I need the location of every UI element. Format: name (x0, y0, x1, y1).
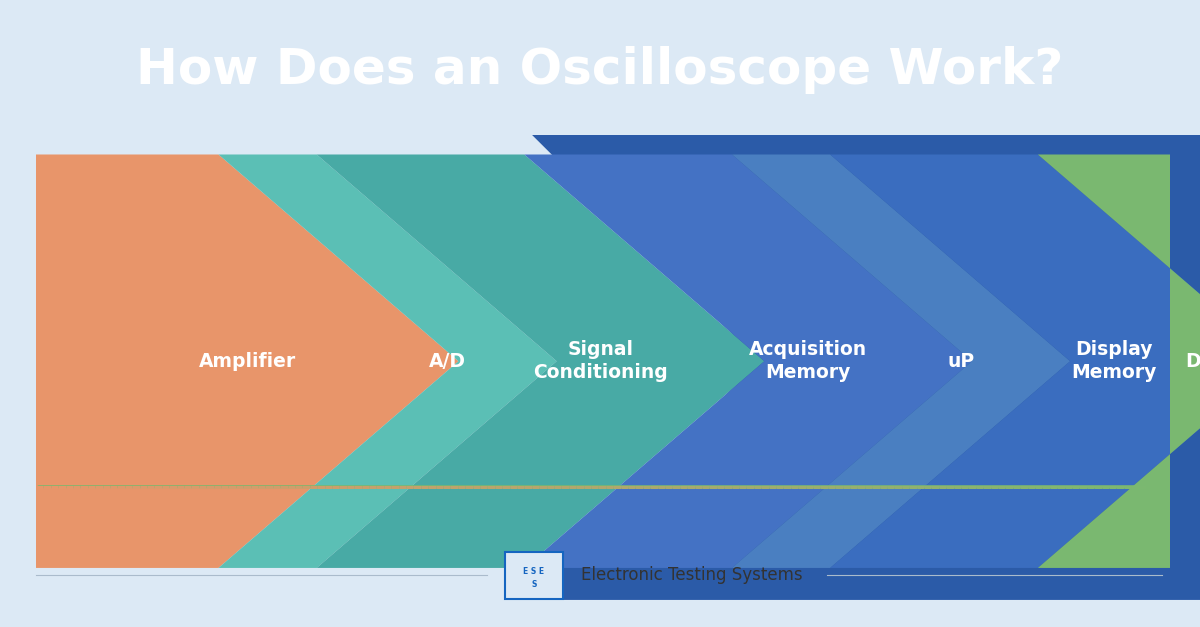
Polygon shape (520, 122, 1200, 600)
Text: Acquisition
Memory: Acquisition Memory (749, 340, 868, 382)
Text: uP: uP (948, 352, 974, 371)
Polygon shape (830, 154, 1200, 568)
Polygon shape (317, 154, 764, 568)
Polygon shape (732, 154, 1070, 568)
Text: Display
Memory: Display Memory (1072, 340, 1157, 382)
Polygon shape (1038, 154, 1200, 568)
Text: Amplifier: Amplifier (199, 352, 296, 371)
FancyBboxPatch shape (505, 552, 563, 599)
Text: How Does an Oscilloscope Work?: How Does an Oscilloscope Work? (137, 46, 1063, 94)
Text: S: S (532, 580, 536, 589)
Text: Display: Display (1186, 352, 1200, 371)
Text: A/D: A/D (430, 352, 466, 371)
Polygon shape (36, 154, 458, 568)
Text: Signal
Conditioning: Signal Conditioning (533, 340, 668, 382)
Text: Electronic Testing Systems: Electronic Testing Systems (581, 566, 803, 584)
Polygon shape (218, 154, 557, 568)
Text: E S E: E S E (523, 567, 545, 576)
Polygon shape (524, 154, 972, 568)
